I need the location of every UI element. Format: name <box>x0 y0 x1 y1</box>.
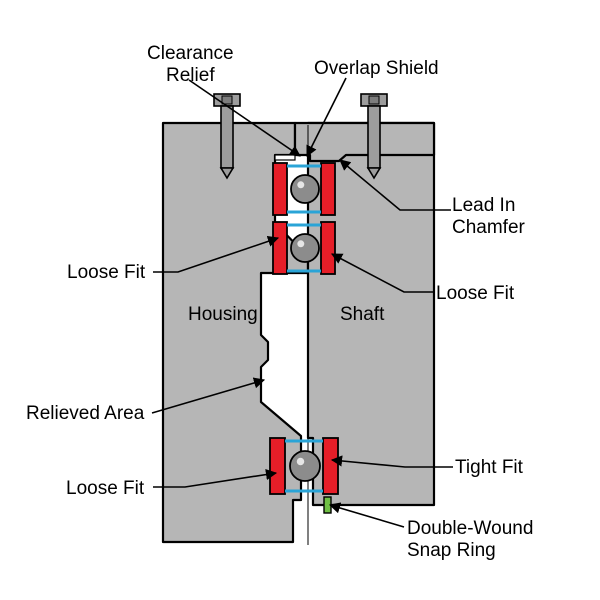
snap-ring <box>324 497 331 513</box>
housing-label: Housing <box>188 304 258 325</box>
bolt-socket <box>369 96 379 104</box>
ball-highlight <box>297 458 305 466</box>
bearing-b1 <box>273 163 335 215</box>
bolt-shaft <box>368 106 380 168</box>
label-loose_fit_l: Loose Fit <box>67 262 145 284</box>
ball <box>290 451 320 481</box>
inner-race <box>321 222 335 274</box>
inner-race <box>321 163 335 215</box>
label-loose_fit_bl: Loose Fit <box>66 478 144 500</box>
label-tight_fit: Tight Fit <box>455 457 523 479</box>
ball-highlight <box>297 181 304 188</box>
bolt-shaft <box>221 106 233 168</box>
retainer-cap <box>295 123 434 161</box>
ball <box>291 175 319 203</box>
clearance-relief-notch <box>275 155 295 160</box>
shaft-label: Shaft <box>340 304 385 325</box>
label-lead_in_chamfer: Lead InChamfer <box>452 195 525 239</box>
ball <box>291 234 319 262</box>
label-overlap_shield: Overlap Shield <box>314 58 439 80</box>
outer-race <box>273 222 287 274</box>
label-snap_ring_lbl: Double-WoundSnap Ring <box>407 518 533 562</box>
outer-race <box>270 438 285 494</box>
leader-snap_ring_lbl <box>330 505 404 527</box>
label-loose_fit_r: Loose Fit <box>436 283 514 305</box>
label-relieved_area: Relieved Area <box>26 403 144 425</box>
bearing-b3 <box>270 438 338 494</box>
ball-highlight <box>297 240 304 247</box>
label-clearance_relief: ClearanceRelief <box>147 43 234 87</box>
outer-race <box>273 163 287 215</box>
inner-race <box>323 438 338 494</box>
